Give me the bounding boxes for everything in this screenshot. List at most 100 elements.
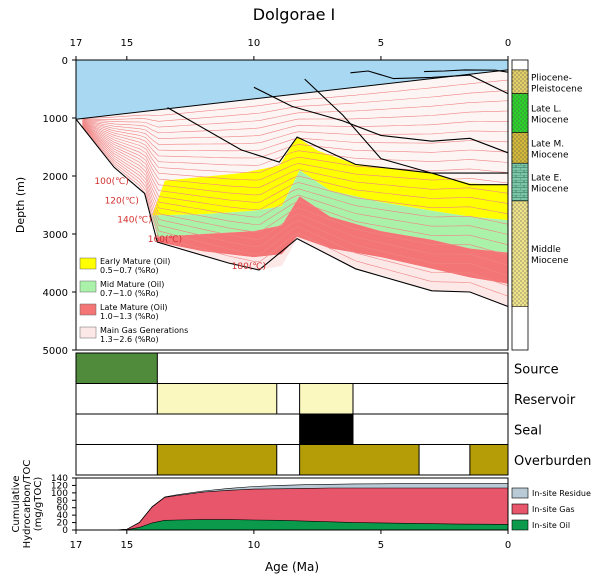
burial-horizon-line: [75, 118, 509, 308]
hc-y-tick-label: 60: [57, 504, 69, 514]
isotherm-label: 140(℃): [117, 215, 151, 225]
legend-label-mid-mature-oil: Mid Mature (Oil): [100, 280, 164, 289]
event-label-seal: Seal: [514, 423, 542, 438]
water-column-fill: [76, 60, 508, 120]
event-bar-source: [75, 352, 158, 384]
seafloor-line: [75, 69, 509, 120]
hc-x-tick-label: 15: [120, 540, 133, 551]
isotherm-label: 100(℃): [94, 177, 128, 187]
strat-unit-pattern: [512, 200, 528, 307]
hc-x-tick-label: 17: [70, 540, 83, 551]
event-bar-overburden: [469, 444, 509, 476]
isotherm-line: [82, 123, 509, 204]
event-bar-reservoir: [156, 383, 278, 415]
depth-tick-label: 5000: [43, 346, 68, 357]
strat-label-late-e-miocene: Late E.: [531, 174, 562, 184]
strat-label-late-m-miocene: Miocene: [531, 150, 569, 160]
isotherm-label: 160(℃): [148, 235, 182, 245]
event-bar-overburden: [156, 444, 278, 476]
top-age-tick-label: 0: [505, 38, 511, 49]
legend-label-early-mature-oil: Early Mature (Oil): [100, 257, 170, 266]
legend-swatch-early-mature-oil: [79, 257, 97, 270]
strat-unit-pattern: [512, 163, 528, 201]
hc-legend-swatch-in-site-oil: [511, 519, 529, 531]
legend-range-mid-mature-oil: 0.7~1.0 (%Ro): [100, 289, 159, 298]
maturity-zone-main-gas-generations: [157, 236, 509, 307]
event-row-reservoir: [75, 383, 509, 415]
legend-range-late-mature-oil: 1.0~1.3 (%Ro): [100, 312, 159, 321]
maturity-zone-early-mature-oil: [152, 137, 508, 221]
isotherm-line: [82, 125, 509, 276]
chart-title: Dolgorae I: [253, 5, 336, 24]
maturity-zone-late-mature-oil: [157, 196, 509, 284]
hc-axis-label-line: Cumulative: [11, 475, 22, 532]
strat-label-late-l-miocene: Miocene: [531, 116, 569, 126]
top-age-tick-label: 5: [378, 38, 384, 49]
burial-horizon-line: [253, 86, 509, 154]
isotherm-line: [82, 123, 509, 225]
hc-x-tick-label: 10: [248, 540, 261, 551]
isotherm-line: [82, 110, 509, 134]
hc-axis-label-line: Hydrocarbon/TOC: [22, 460, 33, 549]
hc-legend-swatch-in-site-residue: [511, 487, 529, 499]
burial-horizon-line: [167, 107, 508, 186]
top-age-tick-label: 10: [248, 38, 261, 49]
event-row-overburden: [75, 444, 509, 476]
hc-plot-frame: [75, 477, 509, 531]
top-age-tick-label: 15: [120, 38, 133, 49]
isotherm-line: [82, 126, 509, 297]
strat-label-middle-miocene: Miocene: [531, 256, 569, 266]
maturity-zone-mid-mature-oil: [152, 170, 508, 253]
isotherm-line: [82, 120, 509, 145]
legend-range-main-gas-generations: 1.3~2.6 (%Ro): [100, 335, 159, 344]
hc-y-tick-label: 100: [51, 489, 68, 499]
strat-label-pliocene-pleistocene: Pleistocene: [531, 84, 583, 94]
hc-x-tick-label: 5: [378, 540, 384, 551]
hc-y-tick-label: 40: [57, 511, 69, 521]
hc-y-tick-label: 0: [62, 526, 68, 536]
depth-tick-label: 4000: [43, 288, 68, 299]
legend-swatch-late-mature-oil: [79, 303, 97, 316]
hc-y-tick-label: 140: [51, 474, 68, 484]
strat-label-pliocene-pleistocene: Pliocene-: [531, 73, 572, 83]
isotherm-line: [82, 100, 509, 128]
depth-tick-label: 0: [62, 56, 68, 67]
hc-y-tick-label: 80: [57, 496, 69, 506]
isotherm-line: [82, 121, 509, 166]
isotherm-label: 120(℃): [105, 196, 139, 206]
strat-unit-pattern: [512, 93, 528, 133]
depth-tick-label: 2000: [43, 172, 68, 183]
legend-swatch-mid-mature-oil: [79, 280, 97, 293]
strat-label-late-e-miocene: Miocene: [531, 185, 569, 195]
isotherm-line: [82, 124, 509, 246]
depth-tick-label: 1000: [43, 114, 68, 125]
strat-unit-pattern: [512, 132, 528, 164]
isotherm-line: [82, 125, 509, 266]
isotherm-line: [82, 126, 509, 287]
hc-area-in-site-oil: [114, 519, 509, 531]
hc-legend-label-in-site-oil: In-site Oil: [532, 521, 570, 530]
age-axis-label: Age (Ma): [265, 560, 319, 574]
isotherm-line: [82, 125, 509, 256]
strat-label-late-m-miocene: Late M.: [531, 139, 564, 149]
burial-horizon-line: [350, 70, 509, 95]
event-bar-seal: [299, 413, 354, 445]
isotherm-line: [82, 123, 509, 215]
isotherm-line: [82, 79, 509, 120]
top-age-tick-label: 17: [70, 38, 83, 49]
strat-label-late-l-miocene: Late L.: [531, 105, 561, 115]
hc-x-tick-label: 0: [505, 540, 511, 551]
legend-label-late-mature-oil: Late Mature (Oil): [100, 303, 168, 312]
strat-unit-pattern: [512, 69, 528, 94]
depth-tick-label: 3000: [43, 230, 68, 241]
legend-label-main-gas-generations: Main Gas Generations: [100, 326, 188, 335]
hc-legend-label-in-site-residue: In-site Residue: [532, 489, 591, 498]
hc-y-tick-label: 120: [51, 481, 68, 491]
event-bar-reservoir: [299, 383, 354, 415]
event-label-reservoir: Reservoir: [514, 393, 576, 408]
isotherm-line: [82, 121, 509, 174]
legend-range-early-mature-oil: 0.5~0.7 (%Ro): [100, 266, 159, 275]
event-label-source: Source: [514, 362, 559, 377]
burial-plot-frame: [75, 59, 509, 351]
